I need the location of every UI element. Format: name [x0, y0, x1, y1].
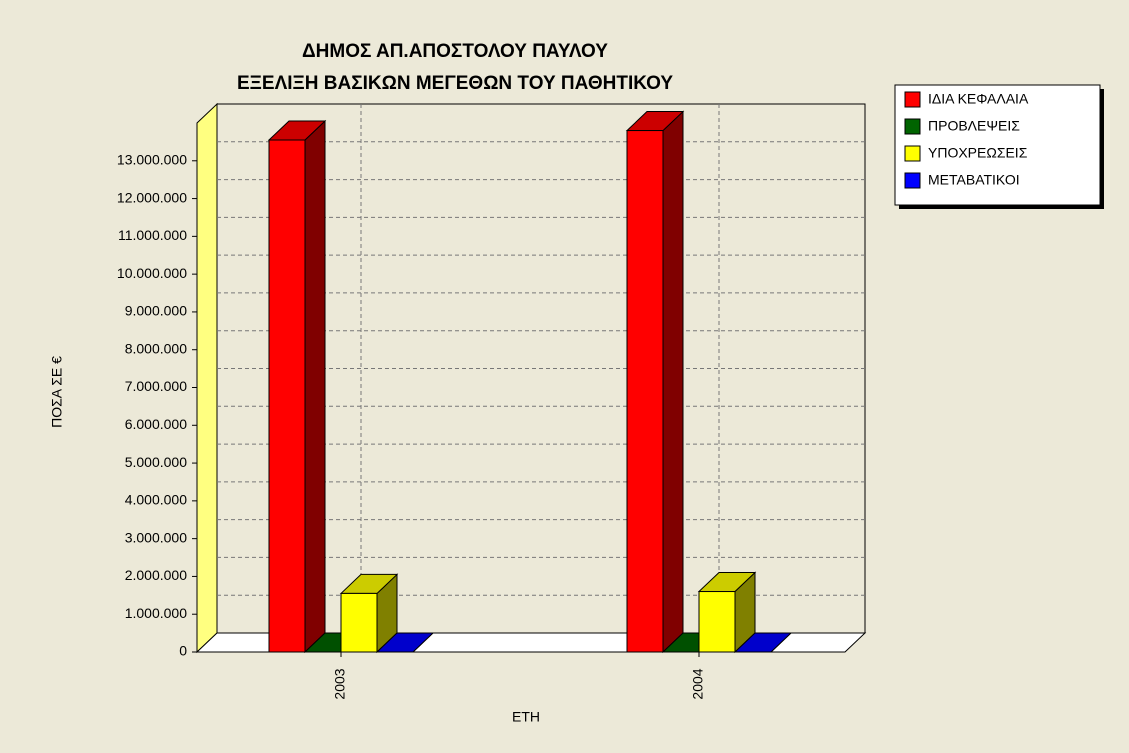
y-tick-label: 1.000.000	[125, 605, 187, 621]
y-tick-label: 8.000.000	[125, 340, 187, 356]
bar-top	[733, 632, 793, 653]
y-tick-label: 11.000.000	[118, 227, 187, 243]
x-tick-label: 2003	[332, 668, 348, 699]
x-axis-label: ΕΤΗ	[512, 709, 540, 725]
y-tick-label: 7.000.000	[125, 378, 187, 394]
bar	[733, 632, 793, 653]
y-tick-label: 10.000.000	[117, 265, 187, 281]
legend-label: ΠΡΟΒΛΕΨΕΙΣ	[928, 118, 1020, 134]
bar-side	[304, 119, 326, 654]
bar-top	[375, 632, 435, 653]
bar-front	[698, 591, 736, 653]
x-tick-label: 2004	[690, 668, 706, 699]
bar-front	[626, 130, 664, 653]
y-tick-label: 4.000.000	[125, 492, 187, 508]
y-axis-label: ΠΟΣΑ ΣΕ €	[49, 356, 65, 428]
y-tick-label: 2.000.000	[125, 567, 187, 583]
bar	[375, 632, 435, 653]
y-tick-label: 6.000.000	[125, 416, 187, 432]
bar-front	[268, 139, 306, 653]
chart-title: ΔΗΜΟΣ ΑΠ.ΑΠΟΣΤΟΛΟΥ ΠΑΥΛΟΥ	[302, 41, 608, 62]
y-tick-label: 0	[179, 643, 187, 659]
legend-swatch	[904, 145, 921, 162]
bar	[697, 571, 757, 654]
legend-swatch	[904, 118, 921, 135]
y-tick-label: 3.000.000	[125, 529, 187, 545]
legend	[894, 84, 1101, 206]
legend-label: ΙΔΙΑ ΚΕΦΑΛΑΙΑ	[928, 91, 1029, 107]
bar-front	[340, 592, 378, 653]
legend-swatch	[904, 91, 921, 108]
chart-title: ΕΞΕΛΙΞΗ ΒΑΣΙΚΩΝ ΜΕΓΕΘΩΝ ΤΟΥ ΠΑΘΗΤΙΚΟΥ	[237, 73, 673, 94]
y-tick-label: 5.000.000	[125, 454, 187, 470]
bar	[625, 110, 685, 654]
y-tick-label: 9.000.000	[125, 303, 187, 319]
y-tick-label: 13.000.000	[117, 151, 187, 167]
y-tick-label: 12.000.000	[117, 189, 187, 205]
legend-swatch	[904, 172, 921, 189]
bar	[339, 573, 399, 654]
legend-label: ΥΠΟΧΡΕΩΣΕΙΣ	[928, 145, 1028, 161]
bar-side	[662, 110, 684, 654]
legend-label: ΜΕΤΑΒΑΤΙΚΟΙ	[928, 172, 1020, 188]
bar	[267, 119, 327, 654]
side-wall	[196, 102, 218, 654]
